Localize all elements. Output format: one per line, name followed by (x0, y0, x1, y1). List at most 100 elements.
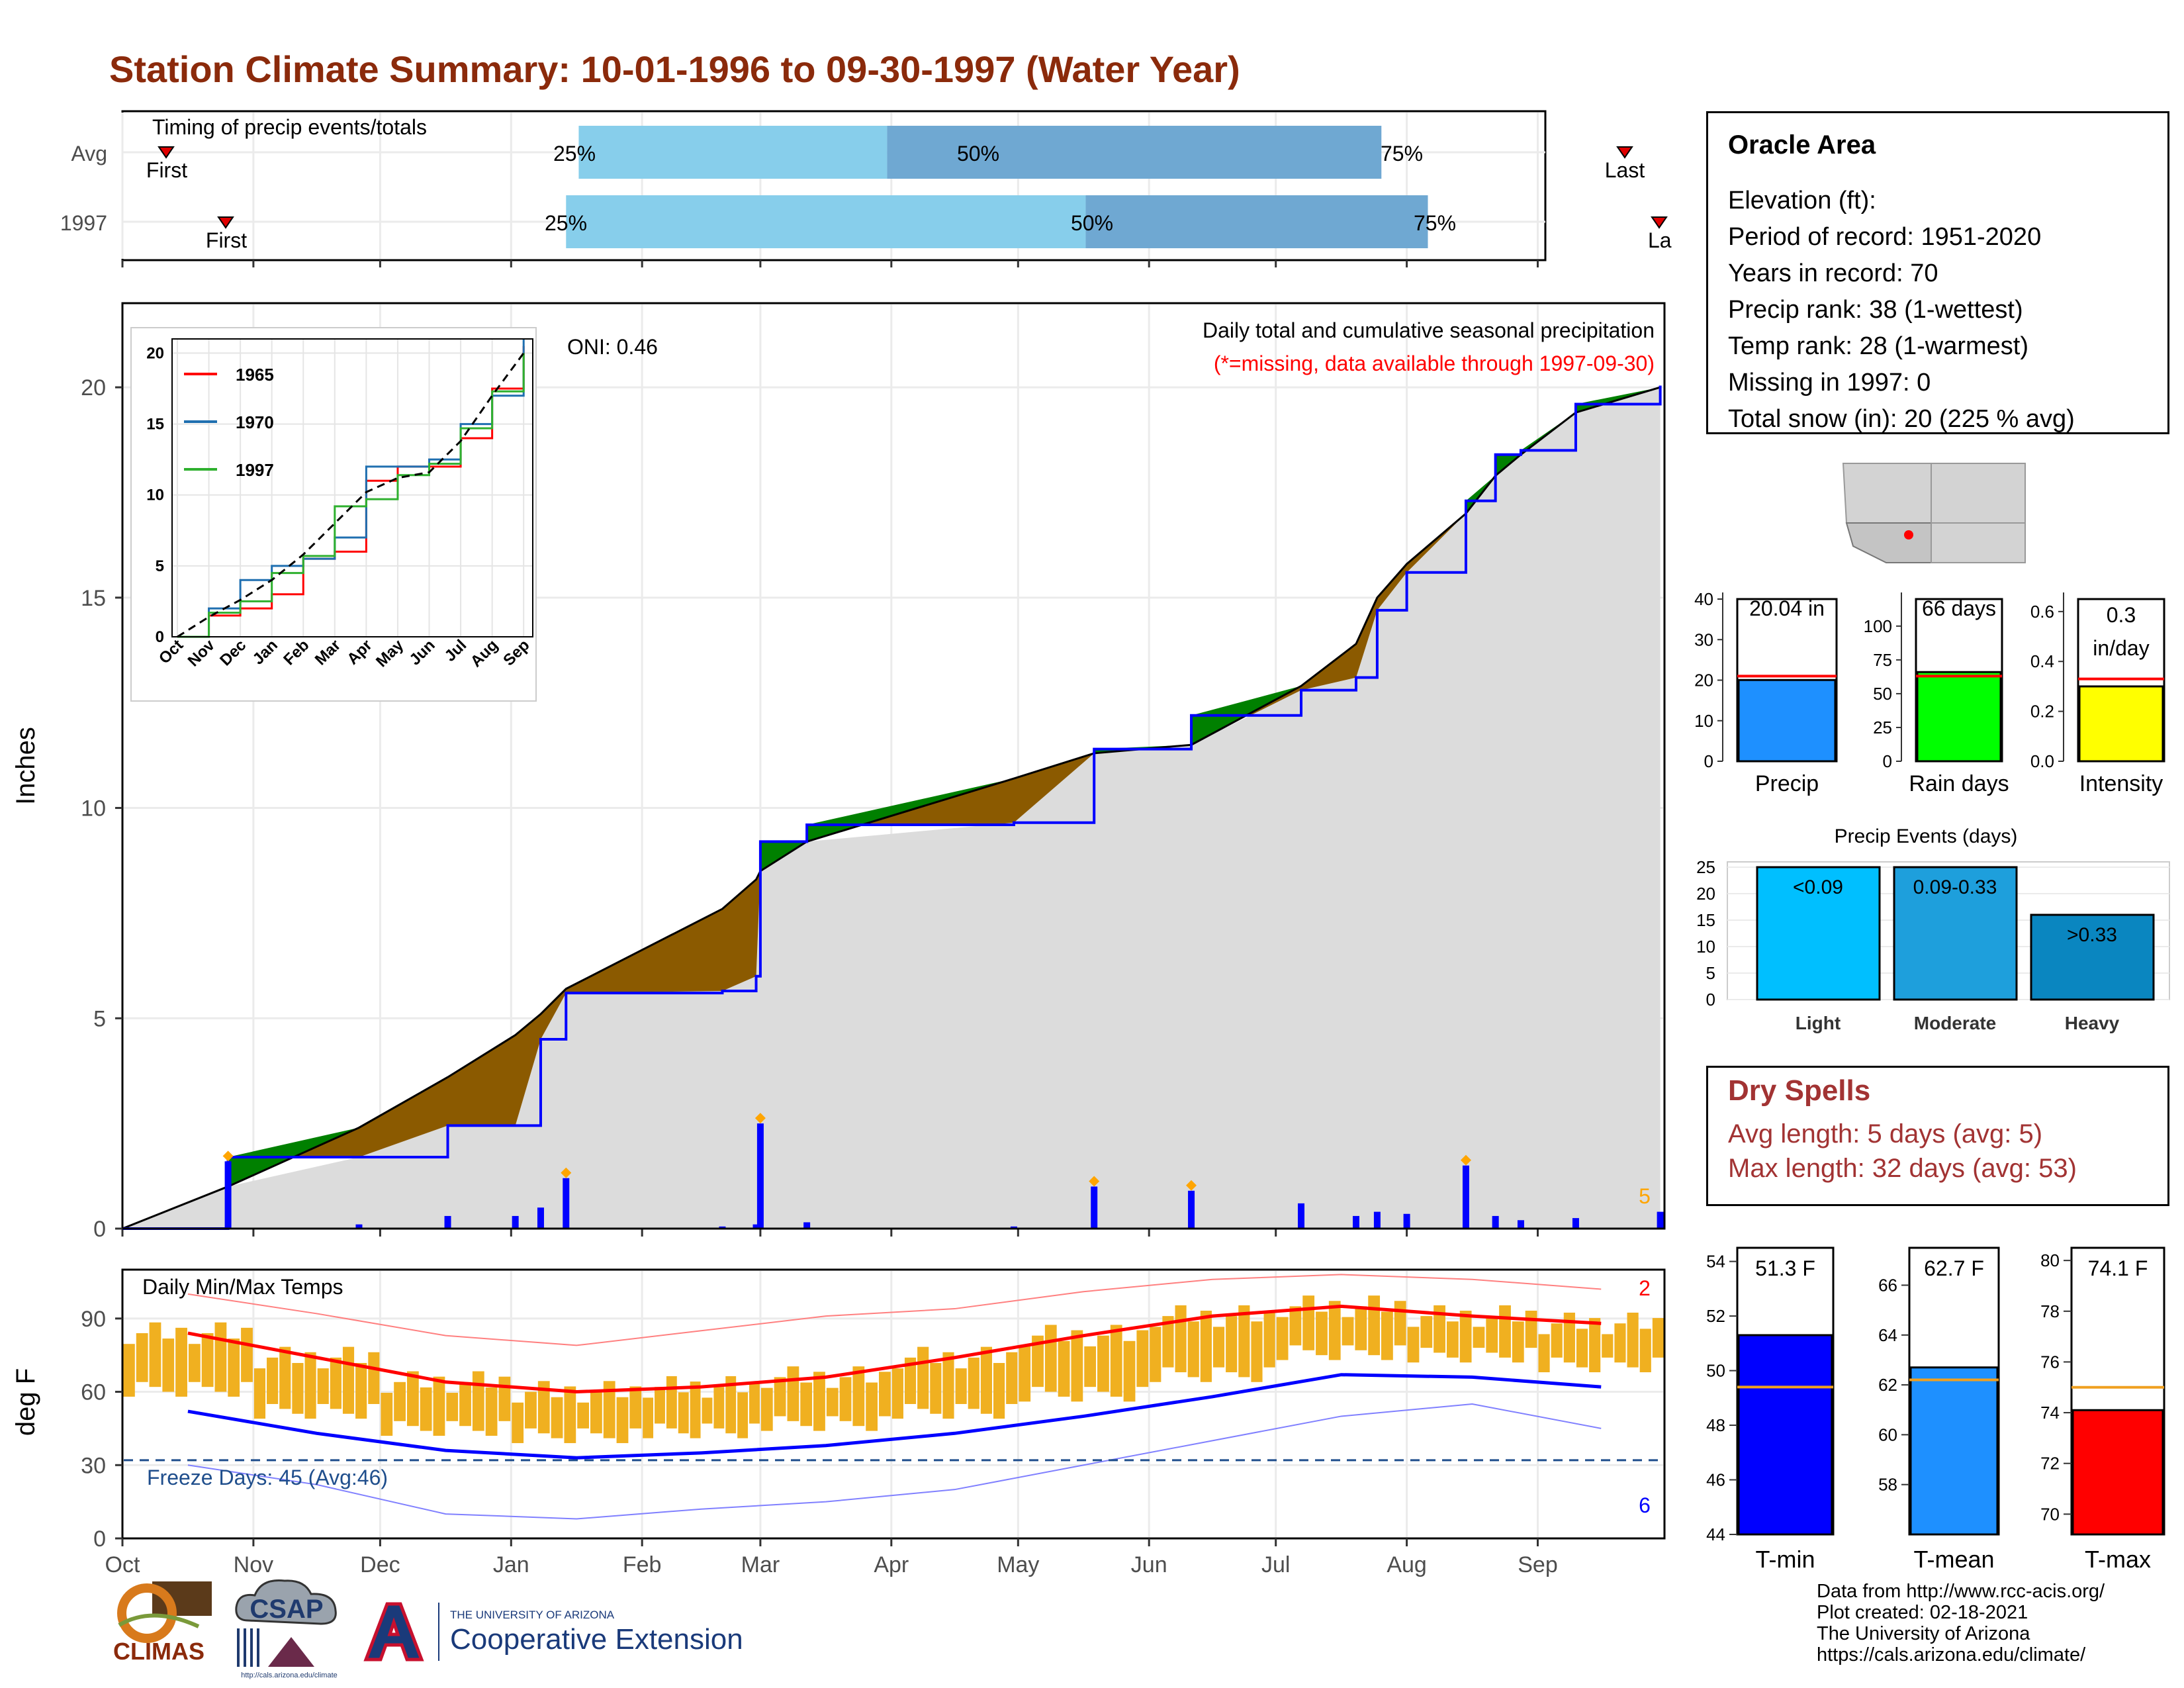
precip-daily-bar-8 (752, 1224, 760, 1229)
station-snow: Total snow (in): 20 (225 % avg) (1728, 405, 2075, 433)
temp-range-bar-3-0 (512, 1402, 524, 1444)
temp-range-bar-8-0 (1150, 1327, 1161, 1382)
temp-range-bar-3-2 (537, 1381, 550, 1434)
temp-range-bar-4-8 (737, 1392, 749, 1438)
timing-bar-1997-25-50 (566, 195, 1086, 248)
temp-range-bar-8-7 (1238, 1305, 1250, 1378)
month-label-aug: Aug (1387, 1552, 1427, 1577)
temp-range-bar-2-4 (433, 1376, 445, 1436)
summary-label-intensity-unit: in/day (2093, 636, 2149, 660)
inset-legend-1997: 1997 (236, 460, 274, 480)
temp-range-bar-3-9 (629, 1386, 642, 1429)
temp-range-bar-4-7 (725, 1376, 737, 1434)
temp-range-bar-8-5 (1212, 1327, 1225, 1368)
temp-range-bar-11-7 (1627, 1312, 1639, 1368)
precip-event-marker-18 (1460, 1154, 1471, 1166)
tsum-ytick-label-0-52: 52 (1706, 1306, 1725, 1326)
temp-range-bar-8-9 (1263, 1311, 1275, 1368)
precip-ytick-label-15: 15 (81, 586, 106, 611)
credit-university: The University of Arizona (1817, 1623, 2030, 1644)
temp-range-bar-9-8 (1381, 1311, 1393, 1360)
temp-range-bar-0-8 (228, 1338, 240, 1397)
temp-range-bar-1-9 (368, 1352, 380, 1404)
tsum-ytick-label-2-74: 74 (2040, 1403, 2060, 1423)
summary-ytick-label-1-100: 100 (1864, 616, 1892, 636)
temp-range-bar-1-5 (317, 1368, 329, 1404)
station-elevation: Elevation (ft): (1728, 187, 1876, 214)
station-missing: Missing in 1997: 0 (1728, 369, 1931, 397)
tsum-label-2: 74.1 F (2088, 1256, 2148, 1280)
temp-range-bar-4-5 (702, 1397, 713, 1424)
temp-range-bar-7-6 (1097, 1335, 1109, 1392)
temp-range-bar-3-3 (551, 1397, 563, 1438)
temp-range-bar-6-2 (917, 1346, 929, 1409)
missing-note: (*=missing, data available through 1997-… (1214, 352, 1655, 375)
precip-daily-bar-10 (803, 1222, 811, 1229)
temp-summary-bars: 44 46 48 50 52 54 51.3 F T-min 58 60 62 64 66 62.7 F T… (1706, 1246, 2165, 1573)
summary-category-2: Intensity (2079, 771, 2163, 796)
precip-daily-bar-4 (512, 1215, 519, 1229)
summary-ytick-label-2-0.4: 0.4 (2030, 651, 2054, 671)
temp-range-bar-8-8 (1251, 1321, 1263, 1382)
events-ytick-label-0: 0 (1706, 990, 1715, 1009)
precip-ytick-label-20: 20 (81, 375, 106, 400)
temp-range-bar-4-0 (643, 1397, 654, 1438)
temp-range-bar-4-4 (690, 1382, 701, 1438)
temp-range-bar-2-5 (446, 1393, 459, 1421)
temp-range-bar-4-3 (678, 1392, 689, 1434)
precip-daily-bar-16 (1373, 1211, 1381, 1229)
temp-range-bar-6-4 (942, 1352, 954, 1419)
timing-bar-Avg-25-50 (578, 126, 887, 179)
precip-event-marker-12 (1089, 1176, 1100, 1187)
tsum-bar-t-min (1737, 1334, 1833, 1536)
temp-range-bar-11-4 (1589, 1318, 1601, 1373)
station-period: Period of record: 1951-2020 (1728, 223, 2042, 251)
tsum-category-t-mean: T-mean (1913, 1546, 1994, 1573)
temp-range-bar-5-4 (813, 1372, 825, 1431)
tsum-ytick-label-0-54: 54 (1706, 1252, 1725, 1272)
temp-range-bar-8-6 (1226, 1316, 1238, 1373)
temp-range-bar-7-8 (1123, 1340, 1136, 1402)
temp-range-bar-4-9 (749, 1382, 760, 1424)
temp-range-bar-1-6 (330, 1357, 341, 1409)
temp-range-bar-10-5 (1473, 1327, 1485, 1348)
tsum-ytick-label-2-72: 72 (2040, 1454, 2060, 1474)
inset-line-1997 (177, 353, 525, 638)
temp-range-bar-0-6 (201, 1333, 214, 1387)
precip-daily-bar-13 (1188, 1190, 1195, 1229)
csap-cloud (235, 1579, 337, 1625)
temp-range-bar-10-0 (1407, 1327, 1420, 1363)
summary-ytick-label-0-20: 20 (1694, 671, 1713, 690)
station-info-box: Oracle Area Elevation (ft): Period of re… (1706, 111, 2169, 434)
tsum-ytick-label-0-46: 46 (1706, 1470, 1725, 1490)
temp-range-bar-2-6 (459, 1382, 471, 1427)
summary-ytick-label-2-0: 0.0 (2030, 751, 2054, 771)
inset-ytick-label-15: 15 (146, 416, 164, 434)
freeze-days-label: Freeze Days: 45 (Avg:46) (147, 1466, 388, 1489)
temp-range-bar-4-1 (655, 1387, 665, 1424)
temp-range-bar-5-2 (787, 1366, 799, 1421)
temp-range-bar-7-3 (1058, 1340, 1070, 1397)
climas-logo-mark (152, 1581, 212, 1616)
climas-logo-ring (117, 1583, 177, 1643)
tsum-category-t-max: T-max (2085, 1546, 2151, 1573)
temp-range-bar-3-6 (590, 1391, 602, 1434)
precip-event-marker-9 (754, 1113, 766, 1124)
precip-daily-bar-12 (1091, 1186, 1098, 1229)
csap-logo: CSAP http://cals.arizona.edu/climate (235, 1579, 338, 1679)
timing-avg-p75-label: 75% (1381, 142, 1423, 165)
summary-bar-intensity (2078, 685, 2164, 763)
timing-panel: Timing of precip events/totals Avg 1997 … (60, 110, 1672, 267)
temp-range-bar-6-3 (930, 1362, 942, 1414)
tsum-ytick-label-1-64: 64 (1878, 1325, 1897, 1345)
temp-avg-min-line (187, 1373, 1602, 1460)
inset-ytick-label-5: 5 (156, 557, 164, 575)
precip-daily-bar-7 (719, 1226, 726, 1229)
precip-daily-bar-18 (1462, 1165, 1469, 1229)
temp-ytick-label-60: 60 (81, 1380, 106, 1405)
csap-rain-lines (237, 1628, 259, 1667)
temp-range-bar-0-0 (123, 1344, 135, 1397)
temp-range-bar-7-4 (1071, 1330, 1083, 1402)
timing-1997-p50-label: 50% (1071, 211, 1113, 235)
precip-panel: 0 5 10 15 20 Inches ONI: 0.46 Daily total an… (11, 302, 1666, 1242)
